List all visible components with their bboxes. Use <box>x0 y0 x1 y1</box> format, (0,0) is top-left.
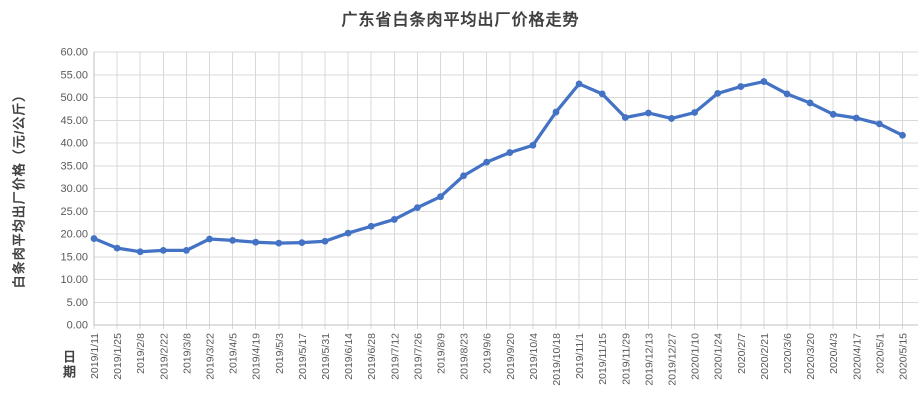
x-tick-label: 2019/11/29 <box>620 333 632 385</box>
data-point-marker <box>737 83 745 90</box>
y-tick-label: 30.00 <box>60 183 88 195</box>
data-point-marker <box>598 90 606 98</box>
x-tick-label: 2019/1/25 <box>112 333 124 380</box>
y-tick-label: 50.00 <box>60 92 88 104</box>
x-tick-label: 2020/2/7 <box>736 333 748 374</box>
x-tick-label: 2019/2/8 <box>135 333 147 374</box>
data-point-marker <box>575 80 583 88</box>
x-tick-label: 2020/4/3 <box>828 333 840 374</box>
chart-title: 广东省白条肉平均出厂价格走势 <box>341 12 580 29</box>
x-tick-label: 2019/8/23 <box>459 333 471 380</box>
data-point-marker <box>806 99 814 107</box>
x-tick-label: 2019/4/19 <box>251 333 263 380</box>
data-point-marker <box>90 235 98 242</box>
x-tick-label: 2019/6/14 <box>343 333 355 380</box>
y-tick-label: 45.00 <box>60 115 88 127</box>
data-point-marker <box>183 246 190 254</box>
data-point-marker <box>298 239 306 247</box>
data-point-marker <box>206 235 213 243</box>
y-axis-title: 白条肉平均出厂价格（元/公斤） <box>11 87 27 289</box>
data-point-marker <box>275 239 283 247</box>
data-point-marker <box>876 120 883 128</box>
x-tick-label: 2020/4/17 <box>851 333 863 380</box>
x-tick-label: 2019/5/3 <box>274 333 286 374</box>
x-tick-label: 2019/5/17 <box>297 333 309 380</box>
x-tick-label: 2020/5/15 <box>898 333 910 380</box>
x-tick-label: 2019/12/27 <box>667 333 679 386</box>
x-tick-label: 2020/3/20 <box>805 333 817 380</box>
price-line <box>92 79 905 254</box>
data-point-marker <box>483 158 491 166</box>
x-tick-label: 2020/5/1 <box>874 333 886 374</box>
x-tick-label: 2020/2/21 <box>759 333 771 380</box>
data-point-marker <box>252 238 260 246</box>
x-tick-label: 2019/7/12 <box>389 333 401 380</box>
data-point-marker <box>390 216 398 223</box>
y-tick-label: 55.00 <box>60 69 88 81</box>
data-point-marker <box>621 114 629 121</box>
x-tick-label: 2019/10/18 <box>551 333 563 386</box>
data-point-marker <box>229 236 237 244</box>
x-tick-label: 2019/11/15 <box>597 333 609 385</box>
x-tick-label: 2019/2/22 <box>158 333 170 380</box>
x-tick-label: 2019/10/4 <box>528 333 540 380</box>
x-axis-title: 日期 <box>61 350 76 380</box>
data-point-marker <box>691 109 698 116</box>
y-tick-label: 0.00 <box>67 320 88 332</box>
data-point-marker <box>437 193 444 201</box>
data-point-marker <box>714 90 722 97</box>
data-point-marker <box>113 244 121 252</box>
data-point-marker <box>460 172 467 180</box>
data-point-marker <box>645 109 652 117</box>
x-tick-label: 2019/4/5 <box>228 333 240 374</box>
x-tick-label: 2020/3/6 <box>782 333 794 374</box>
x-tick-label: 2020/1/10 <box>690 333 702 380</box>
x-tick-label: 2019/6/28 <box>366 333 378 380</box>
data-point-marker <box>506 149 514 156</box>
data-point-marker <box>529 141 537 149</box>
data-point-marker <box>414 204 421 212</box>
y-tick-label: 25.00 <box>60 206 88 218</box>
x-tick-label: 2019/3/22 <box>205 333 217 380</box>
data-point-marker <box>367 222 375 230</box>
data-point-marker <box>344 229 352 237</box>
y-tick-label: 5.00 <box>67 297 88 309</box>
data-point-marker <box>760 78 768 85</box>
data-point-marker <box>136 248 144 256</box>
data-point-marker <box>829 110 837 118</box>
x-tick-label: 2019/5/31 <box>320 333 332 380</box>
x-tick-label: 2020/1/24 <box>713 333 725 380</box>
data-point-marker <box>321 237 329 245</box>
data-point-marker <box>783 90 791 98</box>
data-point-marker <box>668 115 675 122</box>
x-tick-label: 2019/8/9 <box>436 333 448 374</box>
data-point-marker <box>552 108 560 116</box>
data-point-marker <box>852 114 860 122</box>
y-tick-label: 35.00 <box>60 160 88 172</box>
y-tick-label: 40.00 <box>60 138 88 150</box>
x-tick-label: 2019/3/8 <box>181 333 193 374</box>
data-point-marker <box>159 246 167 254</box>
y-tick-label: 20.00 <box>60 229 88 241</box>
x-tick-label: 2019/9/6 <box>482 333 494 374</box>
y-tick-label: 10.00 <box>60 274 88 286</box>
x-tick-label: 2019/9/20 <box>505 333 517 380</box>
x-tick-label: 2019/7/26 <box>412 333 424 380</box>
x-tick-label: 2019/1/11 <box>89 333 101 379</box>
x-tick-label: 2019/11/1 <box>574 333 586 379</box>
data-point-marker <box>899 131 906 139</box>
y-tick-label: 60.00 <box>60 47 88 59</box>
y-tick-label: 15.00 <box>60 251 88 263</box>
x-tick-label: 2019/12/13 <box>643 333 655 386</box>
